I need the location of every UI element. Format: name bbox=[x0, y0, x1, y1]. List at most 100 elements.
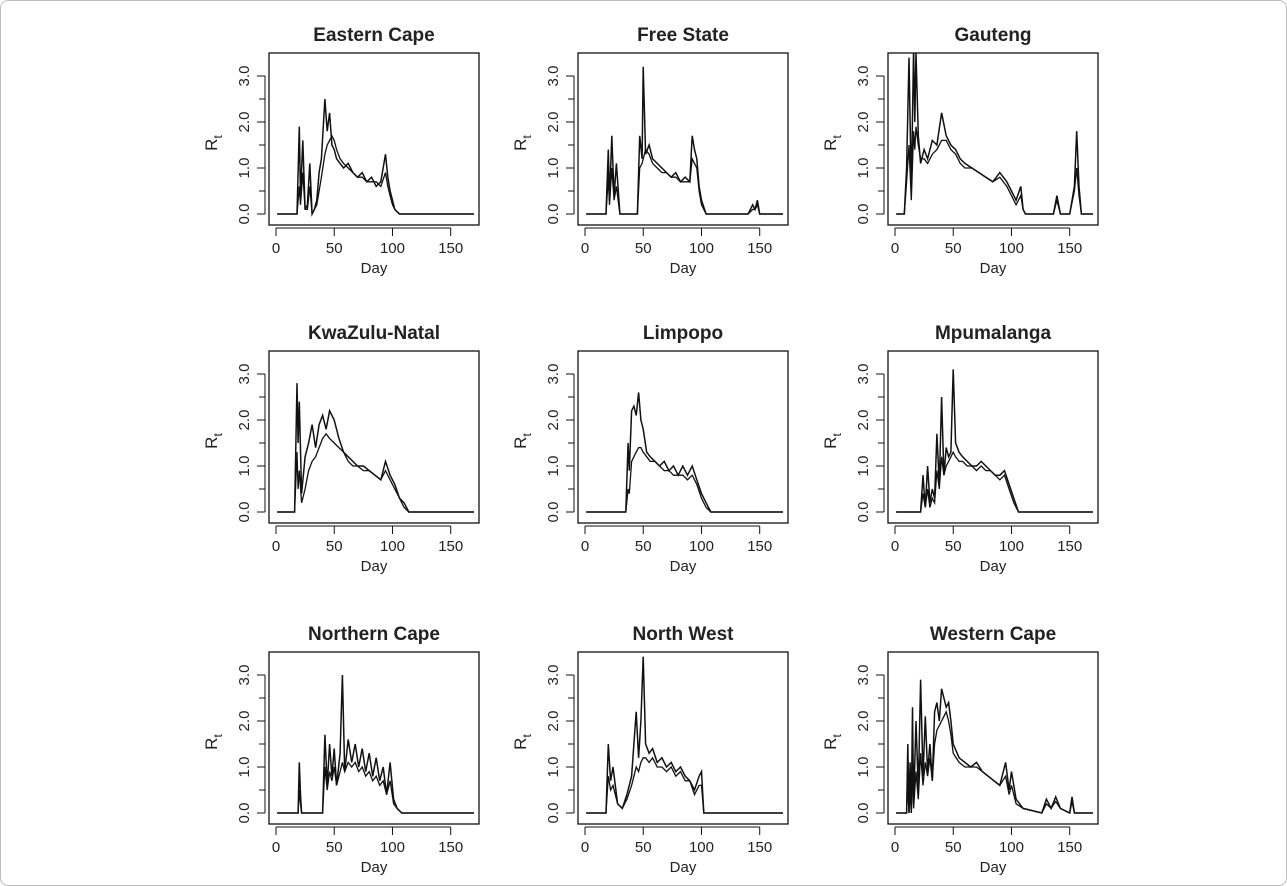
y-tick-label: 3.0 bbox=[545, 66, 562, 87]
x-axis-label: Day bbox=[670, 859, 697, 876]
y-tick-label: 3.0 bbox=[236, 364, 253, 385]
x-tick-label: 50 bbox=[326, 538, 343, 555]
x-tick-label: 150 bbox=[747, 240, 772, 257]
panel-title: Gauteng bbox=[954, 25, 1031, 46]
plot-box bbox=[887, 651, 1099, 825]
x-tick-label: 150 bbox=[1057, 839, 1082, 856]
x-tick-label: 100 bbox=[380, 240, 405, 257]
x-axis-label: Day bbox=[980, 859, 1007, 876]
y-axis-label: Rt bbox=[821, 433, 844, 449]
y-tick-label: 2.0 bbox=[236, 711, 253, 732]
y-tick-label: 3.0 bbox=[236, 665, 253, 686]
y-axis-label-subscript: t bbox=[520, 135, 534, 139]
rt-series-1 bbox=[896, 369, 1093, 513]
x-tick-label: 0 bbox=[272, 240, 280, 257]
y-axis-label-subscript: t bbox=[520, 734, 534, 738]
panel-title: North West bbox=[633, 624, 735, 645]
y-tick-label: 1.0 bbox=[236, 757, 253, 778]
x-axis-label: Day bbox=[670, 260, 697, 277]
rt-series-1 bbox=[896, 679, 1093, 815]
panel-kwazulu-natal: KwaZulu-Natal 0 50 100 150 0.0 1.0 2.0 3.0 Day Rt bbox=[202, 323, 480, 575]
plot-box bbox=[577, 651, 789, 825]
x-tick-label: 100 bbox=[999, 538, 1024, 555]
plot-box bbox=[887, 52, 1099, 226]
rt-series-2 bbox=[277, 432, 474, 513]
y-tick-label: 1.0 bbox=[545, 158, 562, 179]
y-axis-label: Rt bbox=[511, 734, 534, 750]
rt-series-2 bbox=[586, 446, 783, 513]
x-tick-label: 150 bbox=[1057, 538, 1082, 555]
rt-series-1 bbox=[277, 383, 474, 513]
x-tick-label: 50 bbox=[945, 538, 962, 555]
y-axis-label-subscript: t bbox=[211, 734, 225, 738]
y-tick-label: 2.0 bbox=[545, 112, 562, 133]
y-axis-label-subscript: t bbox=[520, 433, 534, 437]
x-tick-label: 0 bbox=[581, 538, 589, 555]
panel-title: Mpumalanga bbox=[935, 323, 1052, 344]
rt-series-2 bbox=[277, 761, 474, 814]
x-tick-label: 100 bbox=[999, 240, 1024, 257]
y-tick-label: 3.0 bbox=[855, 66, 872, 87]
y-tick-label: 2.0 bbox=[855, 410, 872, 431]
panel-free-state: Free State 0 50 100 150 0.0 1.0 2.0 3.0 Day Rt bbox=[511, 25, 789, 277]
rt-series-2 bbox=[586, 148, 783, 215]
x-tick-label: 0 bbox=[891, 839, 899, 856]
rt-series-1 bbox=[277, 674, 474, 814]
y-tick-label: 1.0 bbox=[236, 456, 253, 477]
y-tick-label: 1.0 bbox=[855, 757, 872, 778]
x-tick-label: 0 bbox=[891, 240, 899, 257]
y-tick-label: 3.0 bbox=[855, 364, 872, 385]
panel-title: Limpopo bbox=[643, 323, 723, 344]
x-tick-label: 150 bbox=[1057, 240, 1082, 257]
y-tick-label: 2.0 bbox=[545, 410, 562, 431]
plot-box bbox=[268, 52, 480, 226]
x-tick-label: 150 bbox=[438, 538, 463, 555]
rt-series-1 bbox=[896, 53, 1093, 215]
panel-mpumalanga: Mpumalanga 0 50 100 150 0.0 1.0 2.0 3.0 Day Rt bbox=[821, 323, 1099, 575]
y-tick-label: 2.0 bbox=[545, 711, 562, 732]
x-tick-label: 0 bbox=[581, 839, 589, 856]
x-tick-label: 50 bbox=[635, 240, 652, 257]
y-axis-label: Rt bbox=[202, 734, 225, 750]
y-tick-label: 0.0 bbox=[855, 803, 872, 824]
plot-box bbox=[577, 350, 789, 524]
y-axis-label-subscript: t bbox=[211, 433, 225, 437]
x-tick-label: 150 bbox=[438, 240, 463, 257]
x-tick-label: 0 bbox=[272, 839, 280, 856]
x-tick-label: 50 bbox=[945, 839, 962, 856]
y-tick-label: 0.0 bbox=[236, 502, 253, 523]
x-tick-label: 0 bbox=[581, 240, 589, 257]
y-axis-label: Rt bbox=[821, 135, 844, 151]
x-axis-label: Day bbox=[361, 260, 388, 277]
y-tick-label: 0.0 bbox=[855, 204, 872, 225]
y-axis-label: Rt bbox=[821, 734, 844, 750]
y-tick-label: 0.0 bbox=[545, 502, 562, 523]
rt-series-2 bbox=[277, 134, 474, 217]
rt-series-1 bbox=[586, 656, 783, 814]
rt-series-1 bbox=[586, 392, 783, 513]
y-tick-label: 1.0 bbox=[545, 456, 562, 477]
y-tick-label: 2.0 bbox=[855, 711, 872, 732]
panel-limpopo: Limpopo 0 50 100 150 0.0 1.0 2.0 3.0 Day Rt bbox=[511, 323, 789, 575]
x-tick-label: 100 bbox=[689, 538, 714, 555]
panel-northern-cape: Northern Cape 0 50 100 150 0.0 1.0 2.0 3.0 Day Rt bbox=[202, 624, 480, 876]
panel-title: Northern Cape bbox=[308, 624, 440, 645]
x-axis-label: Day bbox=[361, 558, 388, 575]
rt-series-2 bbox=[896, 709, 1093, 814]
y-tick-label: 3.0 bbox=[236, 66, 253, 87]
y-tick-label: 0.0 bbox=[236, 204, 253, 225]
x-tick-label: 50 bbox=[326, 839, 343, 856]
y-tick-label: 1.0 bbox=[545, 757, 562, 778]
x-tick-label: 150 bbox=[747, 839, 772, 856]
y-tick-label: 3.0 bbox=[545, 364, 562, 385]
y-tick-label: 1.0 bbox=[855, 456, 872, 477]
y-tick-label: 2.0 bbox=[236, 410, 253, 431]
x-tick-label: 0 bbox=[891, 538, 899, 555]
y-tick-label: 0.0 bbox=[236, 803, 253, 824]
y-axis-label-subscript: t bbox=[211, 135, 225, 139]
x-axis-label: Day bbox=[980, 260, 1007, 277]
y-axis-label: Rt bbox=[511, 135, 534, 151]
panel-eastern-cape: Eastern Cape 0 50 100 150 0.0 1.0 2.0 3.0 Day Rt bbox=[202, 25, 480, 277]
